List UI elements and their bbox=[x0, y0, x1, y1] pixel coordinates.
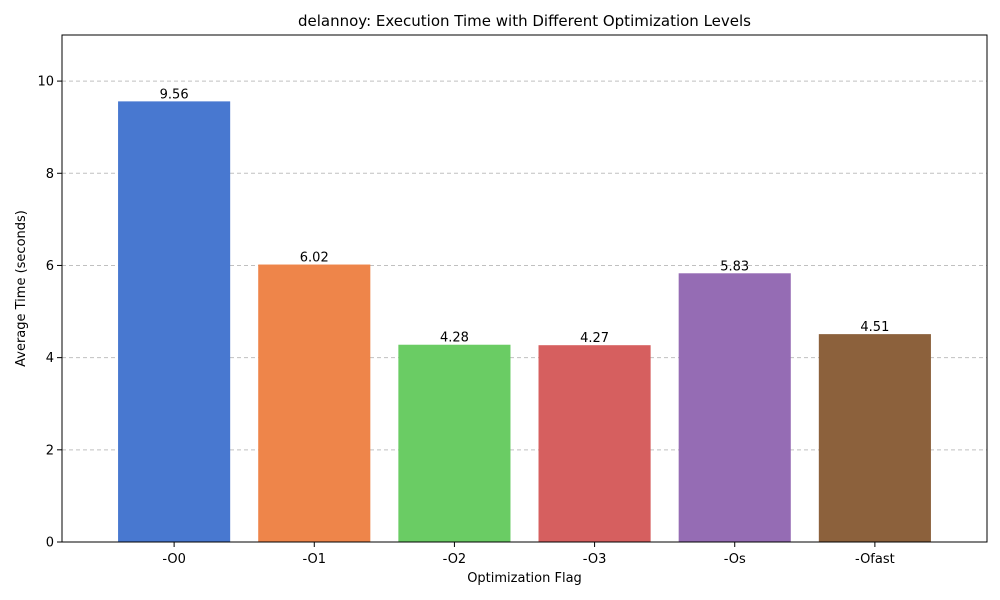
bar-o0 bbox=[118, 101, 231, 542]
x-tick-label: -O3 bbox=[583, 552, 607, 567]
value-label: 6.02 bbox=[300, 251, 329, 266]
value-label: 4.28 bbox=[440, 331, 469, 346]
y-axis-label: Average Time (seconds) bbox=[14, 210, 29, 367]
y-tick-label: 8 bbox=[46, 167, 54, 182]
value-labels: 9.56 6.02 4.28 4.27 5.83 4.51 bbox=[160, 87, 890, 346]
y-tick-label: 0 bbox=[46, 536, 54, 551]
value-label: 4.51 bbox=[860, 320, 889, 335]
bar-ofast bbox=[818, 334, 931, 542]
x-tick-label: -O0 bbox=[162, 552, 186, 567]
bar-os bbox=[678, 273, 791, 542]
y-tick-label: 4 bbox=[46, 351, 54, 366]
bar-o1 bbox=[258, 264, 371, 542]
bars bbox=[118, 101, 931, 542]
y-tick-label: 6 bbox=[46, 259, 54, 274]
y-tick-label: 10 bbox=[37, 75, 54, 90]
bar-o3 bbox=[538, 345, 651, 542]
value-label: 4.27 bbox=[580, 331, 609, 346]
y-axis-ticks: 0 2 4 6 8 10 bbox=[37, 75, 62, 551]
y-tick-label: 2 bbox=[46, 443, 54, 458]
value-label: 5.83 bbox=[720, 259, 749, 274]
x-tick-label: -Os bbox=[724, 552, 746, 567]
x-axis-label: Optimization Flag bbox=[467, 571, 582, 586]
plot-frame bbox=[61, 34, 988, 543]
x-axis-ticks: -O0 -O1 -O2 -O3 -Os -Ofast bbox=[162, 542, 895, 567]
x-tick-label: -Ofast bbox=[855, 552, 895, 567]
bar-o2 bbox=[398, 344, 511, 542]
value-label: 9.56 bbox=[160, 87, 189, 102]
x-tick-label: -O1 bbox=[302, 552, 326, 567]
chart-title: delannoy: Execution Time with Different … bbox=[298, 12, 751, 30]
x-tick-label: -O2 bbox=[443, 552, 467, 567]
